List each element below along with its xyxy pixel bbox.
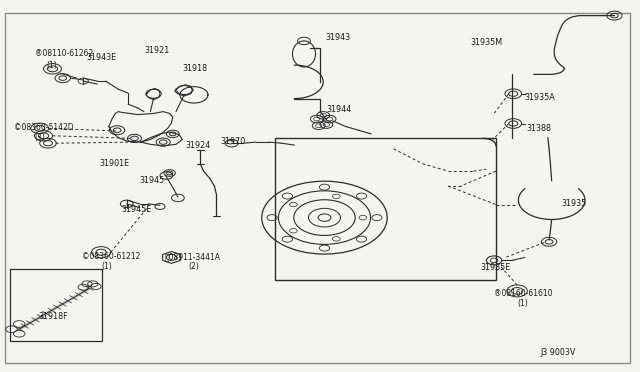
Text: ©08360-5142D: ©08360-5142D [14,123,74,132]
Text: ®08110-61262: ®08110-61262 [35,49,93,58]
Text: 31388: 31388 [526,124,551,133]
Text: 31945E: 31945E [122,205,152,214]
Text: 31945: 31945 [140,176,164,185]
Text: 31935A: 31935A [525,93,556,102]
Text: 31924: 31924 [186,141,211,150]
Text: 31935M: 31935M [470,38,502,47]
Text: 31944: 31944 [326,105,351,114]
Text: ®08160-61610: ®08160-61610 [494,289,552,298]
Text: 31943: 31943 [325,33,350,42]
Text: 31935E: 31935E [480,263,510,272]
Text: ⓝ08911-3441A: ⓝ08911-3441A [165,252,221,261]
Text: 31921: 31921 [144,46,169,55]
Text: 31935: 31935 [562,199,587,208]
Text: (1): (1) [517,299,528,308]
Text: (3): (3) [34,133,45,142]
Text: (1): (1) [101,262,112,271]
Text: 31901E: 31901E [99,159,129,168]
Text: 31943E: 31943E [86,53,116,62]
Text: 31918F: 31918F [38,312,68,321]
Text: (1): (1) [47,61,58,70]
Text: ©08360-61212: ©08360-61212 [82,252,140,261]
Text: J3 9003V: J3 9003V [541,348,576,357]
Text: 31970: 31970 [221,137,246,146]
Text: 31918: 31918 [182,64,207,73]
Bar [10,269,102,341]
Bar [275,138,496,280]
Text: (2): (2) [189,262,200,271]
